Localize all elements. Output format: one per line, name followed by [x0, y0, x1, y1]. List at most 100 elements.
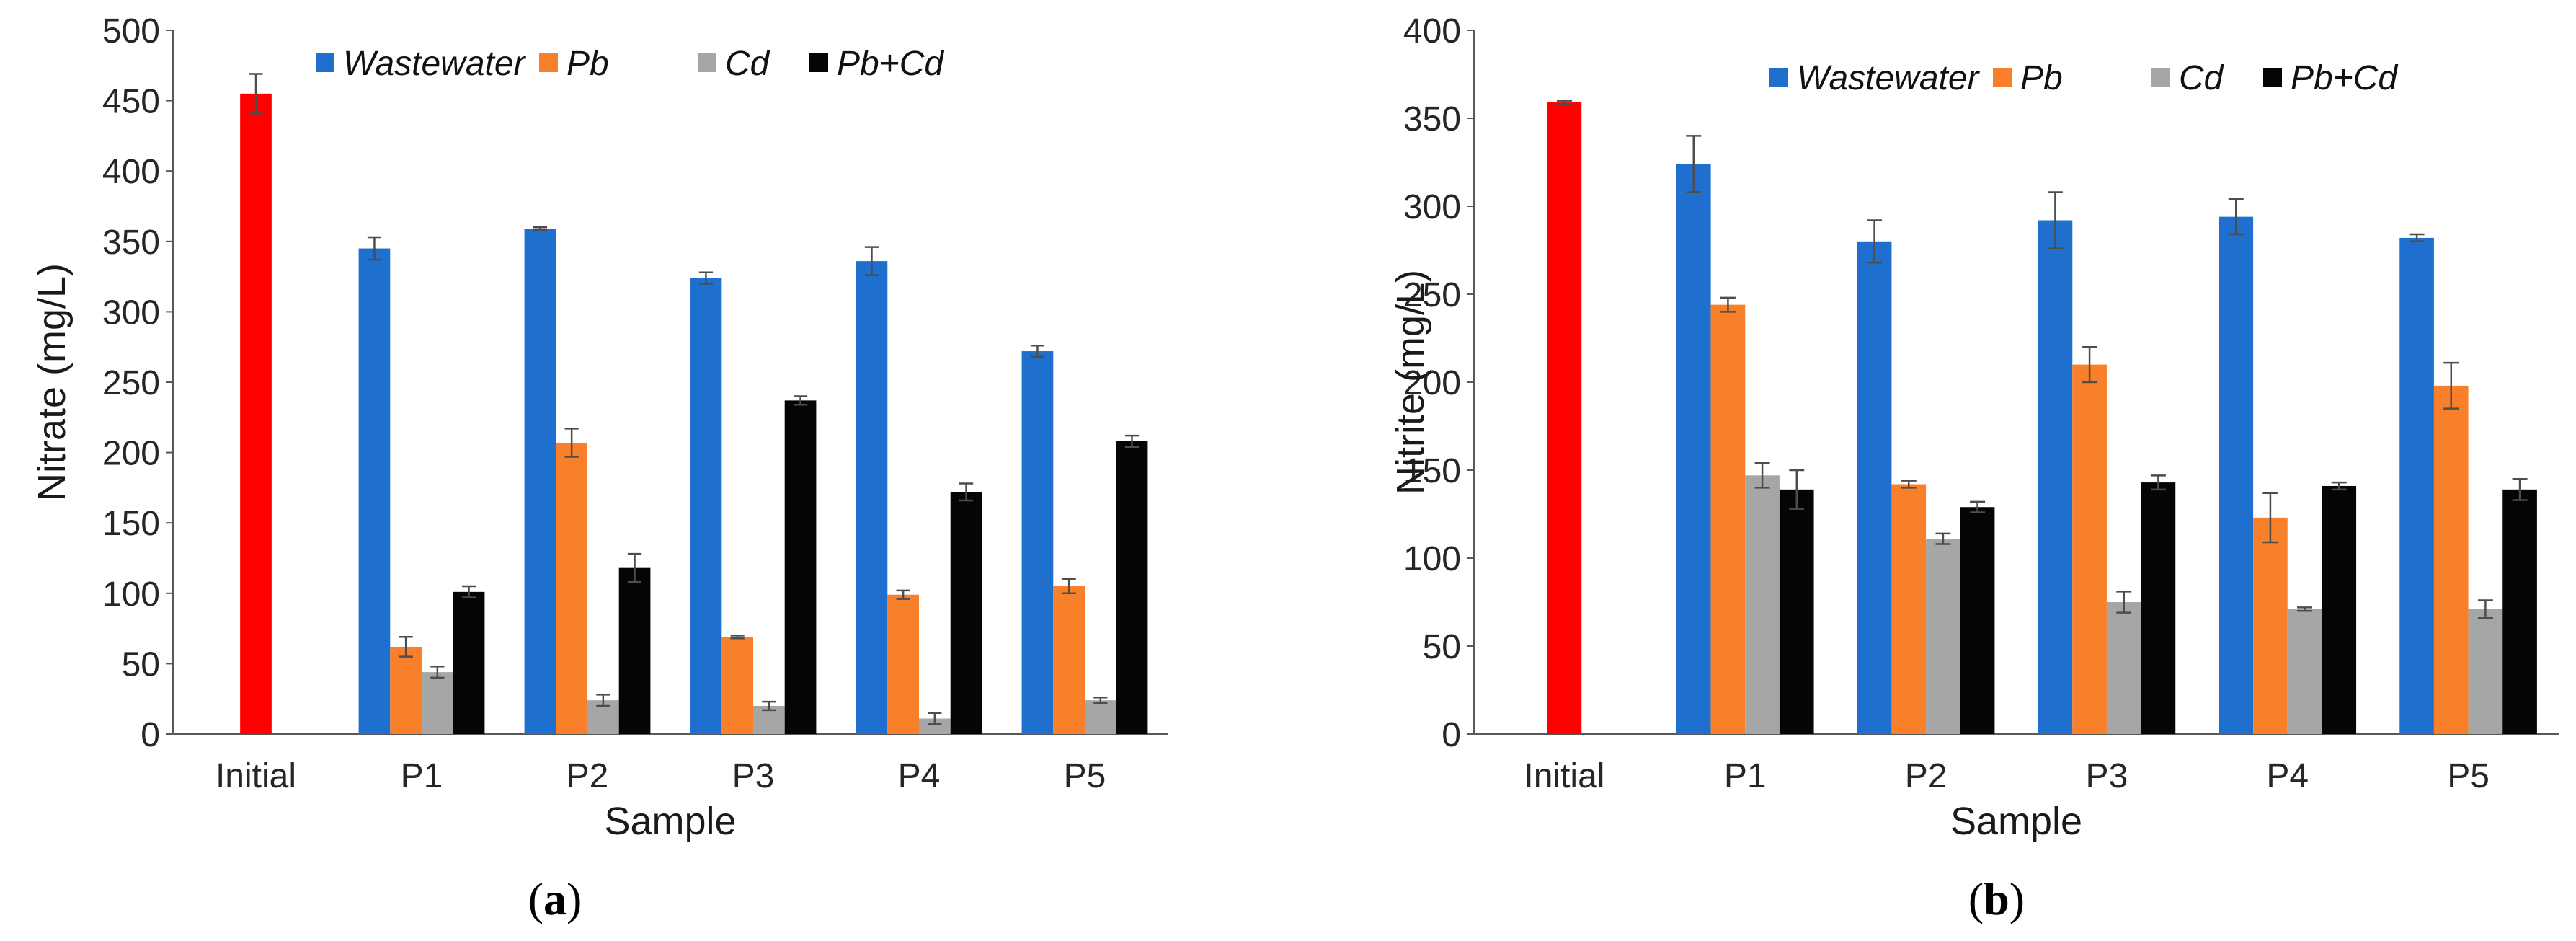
bar-pb-p3	[2072, 364, 2107, 735]
x-tick-label: Initial	[1524, 757, 1604, 795]
bar-pb-cd-p2	[1960, 507, 1995, 734]
y-tick-label: 150	[1403, 452, 1461, 490]
x-tick-label: P1	[401, 757, 443, 795]
bar-cd-p2	[1926, 539, 1960, 734]
x-tick-label: P3	[732, 757, 775, 795]
bar-pb-p5	[2433, 385, 2469, 734]
bar-pb-cd-p1	[1779, 489, 1814, 734]
bar-cd-p4	[919, 718, 951, 734]
legend: Wastewater Pb Cd Pb+Cd	[316, 45, 944, 83]
x-tick-label: P4	[2266, 757, 2309, 795]
legend-swatch-pb	[539, 53, 558, 72]
y-tick-label: 300	[1403, 188, 1461, 226]
y-tick-label: 500	[102, 12, 160, 50]
y-tick-label: 250	[102, 364, 160, 402]
chart-panel-a: 0 50 100 150 200 250 300 350 400 450 500 Initial P1 P…	[30, 12, 1168, 924]
y-tick-label: 350	[1403, 100, 1461, 138]
bar-pb-cd-p2	[618, 567, 651, 734]
legend-label: Pb+Cd	[2291, 59, 2398, 97]
caption-paren: (	[1968, 873, 1984, 924]
bar-wastewater-p3	[690, 278, 722, 734]
y-tick-label: 300	[102, 293, 160, 332]
y-tick-label: 400	[102, 153, 160, 191]
legend-swatch-pb-cd	[809, 53, 828, 72]
x-tick-label: P2	[1905, 757, 1947, 795]
x-tick-label: P1	[1724, 757, 1767, 795]
y-tick-label: 50	[1423, 628, 1461, 666]
bar-pb-cd-p3	[2141, 482, 2176, 734]
y-tick-label: 100	[102, 575, 160, 614]
legend-label: Wastewater	[1797, 59, 1981, 97]
bar-pb-p1	[390, 646, 422, 734]
chart-panel-b: 0 50 100 150 200 250 300 350 400 Initial P1 P2 P3 P4 P…	[1389, 12, 2559, 924]
y-tick-label: 0	[1442, 716, 1461, 754]
x-tick-label: Initial	[216, 757, 296, 795]
bar-pb-p4	[887, 594, 919, 734]
y-tick-label: 200	[102, 435, 160, 473]
bar-cd-p5	[1085, 700, 1116, 734]
legend-swatch-pb	[1993, 68, 2012, 87]
bar-cd-p3	[2106, 602, 2141, 734]
caption-paren: )	[567, 873, 582, 924]
legend-label: Wastewater	[343, 45, 527, 83]
x-tick-label: P2	[567, 757, 609, 795]
caption-letter: b	[1984, 873, 2009, 924]
caption-paren: (	[528, 873, 543, 924]
y-tick-label: 350	[102, 224, 160, 262]
bar-pb-p3	[721, 637, 753, 734]
panel-caption: (a)	[528, 873, 582, 924]
bar-pb-cd-p3	[784, 400, 817, 734]
bar-pb-cd-p5	[1116, 441, 1148, 734]
bar-pb-p1	[1710, 304, 1746, 734]
bar-pb-p2	[556, 442, 587, 734]
legend-swatch-cd	[698, 53, 716, 72]
bar-pb-p5	[1053, 586, 1085, 734]
y-tick-label: 450	[102, 83, 160, 121]
bar-wastewater-p4	[2219, 216, 2254, 734]
bar-initial	[1547, 102, 1582, 735]
x-axis-title: Sample	[604, 800, 736, 843]
bar-wastewater-p5	[2399, 237, 2434, 734]
bar-pb-cd-p1	[453, 591, 485, 734]
legend-label: Cd	[725, 45, 770, 83]
legend-swatch-pb-cd	[2263, 68, 2282, 87]
bar-wastewater-p3	[2038, 220, 2073, 734]
bar-wastewater-p5	[1021, 351, 1054, 734]
bar-cd-p1	[422, 672, 453, 734]
legend-swatch-wastewater	[1769, 68, 1788, 87]
bar-cd-p4	[2287, 609, 2322, 734]
bar-wastewater-p1	[358, 248, 391, 734]
bar-wastewater-p1	[1676, 164, 1711, 734]
bar-pb-cd-p4	[2322, 485, 2357, 734]
legend-label: Cd	[2179, 59, 2224, 97]
y-tick-label: 50	[122, 645, 160, 684]
y-tick-label: 150	[102, 505, 160, 543]
legend-label: Pb+Cd	[837, 45, 944, 83]
bar-pb-p2	[1891, 484, 1927, 734]
y-tick-label: 100	[1403, 540, 1461, 578]
panel-caption: (b)	[1968, 873, 2025, 924]
y-tick-label: 200	[1403, 364, 1461, 402]
legend: Wastewater Pb Cd Pb+Cd	[1769, 59, 2398, 97]
bar-wastewater-p4	[856, 261, 888, 734]
y-tick-label: 0	[141, 716, 160, 754]
x-tick-label: P4	[898, 757, 941, 795]
legend-swatch-cd	[2151, 68, 2170, 87]
bar-initial	[240, 93, 272, 735]
legend-label: Pb	[2020, 59, 2063, 97]
bar-wastewater-p2	[524, 229, 556, 734]
y-axis-title: Nitrate (mg/L)	[30, 263, 74, 501]
legend-swatch-wastewater	[316, 53, 334, 72]
legend-label: Pb	[567, 45, 609, 83]
bar-pb-p4	[2253, 517, 2288, 734]
x-tick-label: P3	[2086, 757, 2128, 795]
y-tick-label: 250	[1403, 276, 1461, 314]
bar-cd-p5	[2468, 609, 2503, 734]
bar-pb-cd-p4	[950, 492, 982, 734]
bar-pb-cd-p5	[2502, 489, 2537, 734]
bar-wastewater-p2	[1857, 241, 1892, 734]
caption-paren: )	[2009, 873, 2025, 924]
x-tick-label: P5	[2447, 757, 2490, 795]
y-tick-label: 400	[1403, 12, 1461, 50]
